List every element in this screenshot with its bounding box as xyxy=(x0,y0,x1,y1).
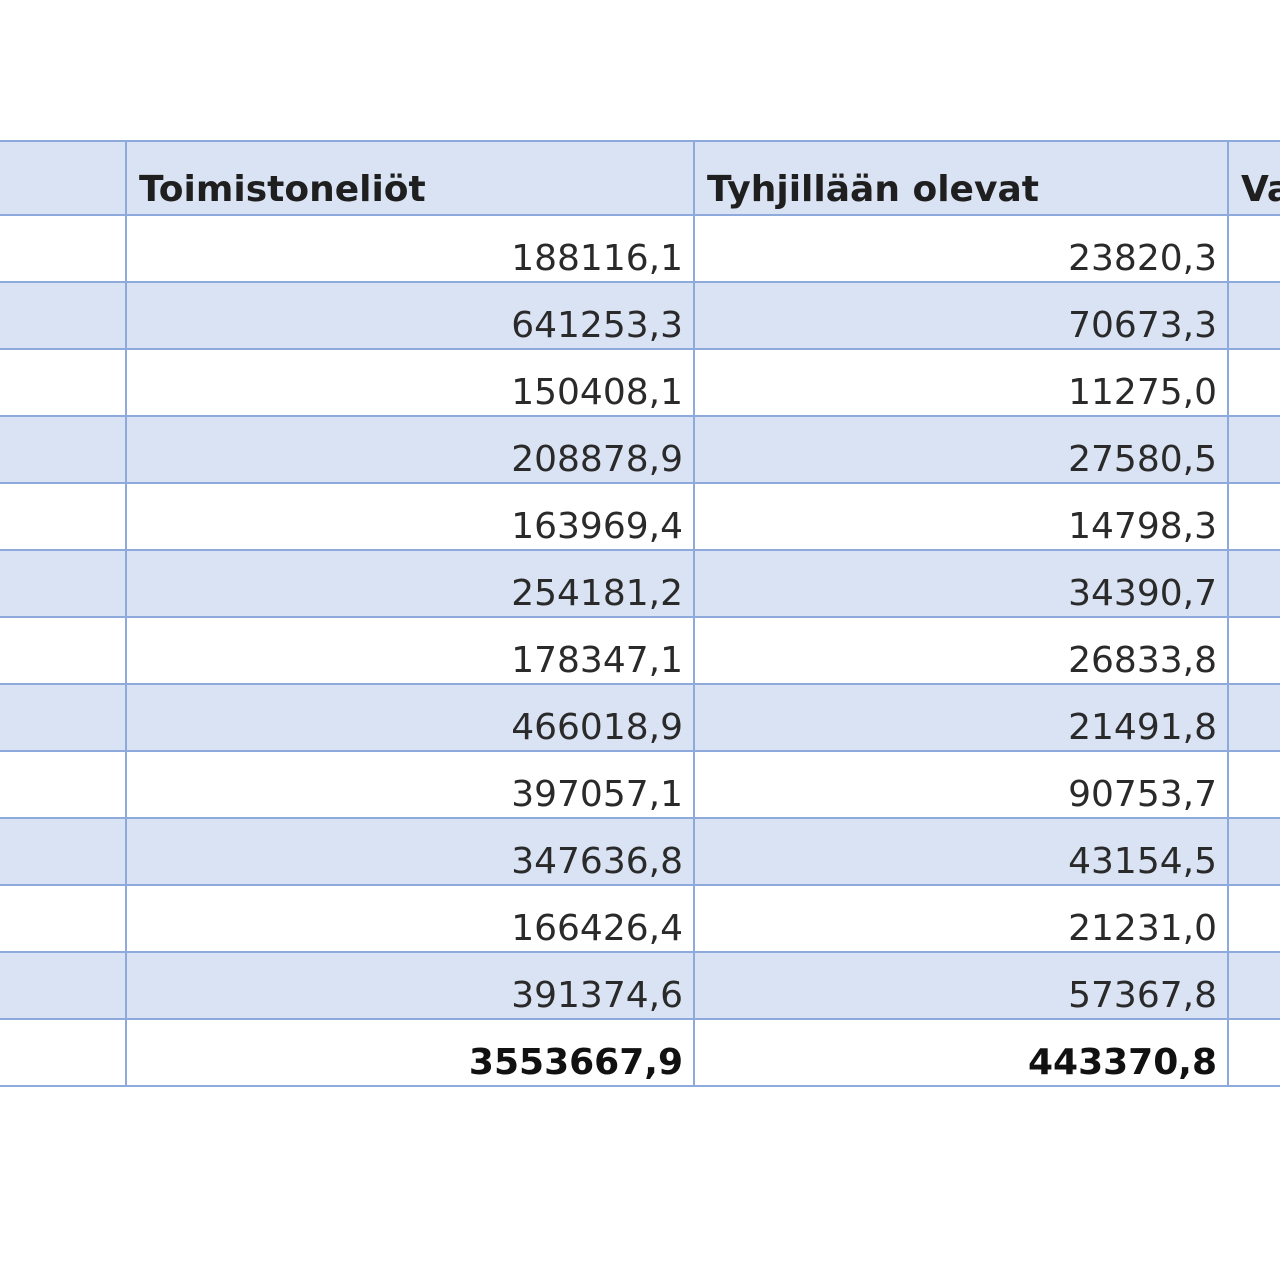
va-cell[interactable] xyxy=(1227,884,1280,953)
tyhjillaan-cell[interactable]: 27580,5 xyxy=(693,415,1229,484)
label-cell[interactable] xyxy=(0,214,127,283)
toimistoneliot-cell[interactable]: 641253,3 xyxy=(125,281,695,350)
table-row: 397057,1 90753,7 xyxy=(0,750,1280,819)
va-cell[interactable] xyxy=(1227,415,1280,484)
va-cell[interactable] xyxy=(1227,482,1280,551)
label-cell[interactable] xyxy=(0,1018,127,1087)
va-cell[interactable] xyxy=(1227,214,1280,283)
tyhjillaan-cell[interactable]: 23820,3 xyxy=(693,214,1229,283)
label-cell[interactable] xyxy=(0,951,127,1020)
label-cell[interactable] xyxy=(0,549,127,618)
tyhjillaan-cell[interactable]: 11275,0 xyxy=(693,348,1229,417)
table-row: 166426,4 21231,0 xyxy=(0,884,1280,953)
label-cell[interactable] xyxy=(0,817,127,886)
tyhjillaan-cell[interactable]: 14798,3 xyxy=(693,482,1229,551)
header-cell-toimistoneliot[interactable]: Toimistoneliöt xyxy=(125,140,695,216)
toimistoneliot-cell[interactable]: 163969,4 xyxy=(125,482,695,551)
table-row: 163969,4 14798,3 xyxy=(0,482,1280,551)
tyhjillaan-cell[interactable]: 26833,8 xyxy=(693,616,1229,685)
header-cell-va[interactable]: Va xyxy=(1227,140,1280,216)
table-row: 466018,9 21491,8 xyxy=(0,683,1280,752)
table-row: 391374,6 57367,8 xyxy=(0,951,1280,1020)
label-cell[interactable] xyxy=(0,750,127,819)
table-row: 208878,9 27580,5 xyxy=(0,415,1280,484)
va-cell[interactable] xyxy=(1227,951,1280,1020)
toimistoneliot-cell[interactable]: 188116,1 xyxy=(125,214,695,283)
label-cell[interactable] xyxy=(0,348,127,417)
tyhjillaan-cell[interactable]: 43154,5 xyxy=(693,817,1229,886)
table-row: 641253,3 70673,3 xyxy=(0,281,1280,350)
table-row: 254181,2 34390,7 xyxy=(0,549,1280,618)
total-row: 3553667,9 443370,8 xyxy=(0,1018,1280,1087)
total-tyhjillaan-cell[interactable]: 443370,8 xyxy=(693,1018,1229,1087)
va-cell[interactable] xyxy=(1227,616,1280,685)
table-row: 178347,1 26833,8 xyxy=(0,616,1280,685)
tyhjillaan-cell[interactable]: 34390,7 xyxy=(693,549,1229,618)
toimistoneliot-cell[interactable]: 208878,9 xyxy=(125,415,695,484)
label-cell[interactable] xyxy=(0,616,127,685)
toimistoneliot-cell[interactable]: 347636,8 xyxy=(125,817,695,886)
header-row: Toimistoneliöt Tyhjillään olevat Va xyxy=(0,140,1280,216)
tyhjillaan-cell[interactable]: 70673,3 xyxy=(693,281,1229,350)
header-cell-tyhjillaan[interactable]: Tyhjillään olevat xyxy=(693,140,1229,216)
va-cell[interactable] xyxy=(1227,549,1280,618)
tyhjillaan-cell[interactable]: 90753,7 xyxy=(693,750,1229,819)
total-toimistoneliot-cell[interactable]: 3553667,9 xyxy=(125,1018,695,1087)
table-row: 150408,1 11275,0 xyxy=(0,348,1280,417)
header-cell-label[interactable] xyxy=(0,140,127,216)
label-cell[interactable] xyxy=(0,482,127,551)
va-cell[interactable] xyxy=(1227,683,1280,752)
tyhjillaan-cell[interactable]: 57367,8 xyxy=(693,951,1229,1020)
tyhjillaan-cell[interactable]: 21231,0 xyxy=(693,884,1229,953)
toimistoneliot-cell[interactable]: 150408,1 xyxy=(125,348,695,417)
label-cell[interactable] xyxy=(0,683,127,752)
va-cell[interactable] xyxy=(1227,817,1280,886)
tyhjillaan-cell[interactable]: 21491,8 xyxy=(693,683,1229,752)
toimistoneliot-cell[interactable]: 166426,4 xyxy=(125,884,695,953)
label-cell[interactable] xyxy=(0,415,127,484)
va-cell[interactable] xyxy=(1227,281,1280,350)
toimistoneliot-cell[interactable]: 391374,6 xyxy=(125,951,695,1020)
va-cell[interactable] xyxy=(1227,348,1280,417)
table-row: 347636,8 43154,5 xyxy=(0,817,1280,886)
toimistoneliot-cell[interactable]: 397057,1 xyxy=(125,750,695,819)
toimistoneliot-cell[interactable]: 466018,9 xyxy=(125,683,695,752)
label-cell[interactable] xyxy=(0,884,127,953)
label-cell[interactable] xyxy=(0,281,127,350)
data-table: Toimistoneliöt Tyhjillään olevat Va 1881… xyxy=(0,140,1280,1087)
table-row: 188116,1 23820,3 xyxy=(0,214,1280,283)
toimistoneliot-cell[interactable]: 254181,2 xyxy=(125,549,695,618)
va-cell[interactable] xyxy=(1227,750,1280,819)
va-cell[interactable] xyxy=(1227,1018,1280,1087)
toimistoneliot-cell[interactable]: 178347,1 xyxy=(125,616,695,685)
